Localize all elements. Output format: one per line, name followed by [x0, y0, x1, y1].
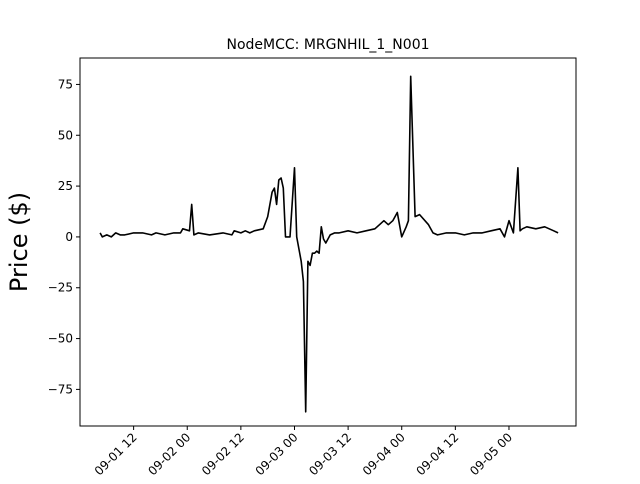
y-tick-label: −75	[48, 382, 73, 396]
x-tick-label: 09-03 00	[253, 430, 301, 478]
y-tick-label: 25	[58, 179, 73, 193]
y-tick-label: 75	[58, 77, 73, 91]
y-tick-label: −50	[48, 332, 73, 346]
x-tick-label: 09-02 12	[199, 430, 247, 478]
plot-area	[99, 75, 559, 413]
chart-title: NodeMCC: MRGNHIL_1_N001	[226, 37, 429, 53]
price-series-line	[99, 75, 559, 413]
x-axis: 09-01 12 09-02 00 09-02 12 09-03 00 09-03 12…	[92, 426, 515, 478]
x-tick-label: 09-01 12	[92, 430, 140, 478]
y-tick-label: 0	[65, 230, 73, 244]
y-tick-label: −25	[48, 281, 73, 295]
axes-frame	[79, 57, 577, 427]
x-tick-label: 09-03 12	[306, 430, 354, 478]
x-tick-label: 09-04 12	[413, 430, 461, 478]
x-tick-label: 09-04 00	[360, 430, 408, 478]
x-tick-label: 09-05 00	[467, 430, 515, 478]
y-tick-label: 50	[58, 128, 73, 142]
x-tick-label: 09-02 00	[145, 430, 193, 478]
y-axis: 75 50 25 0 −25 −50 −75	[48, 77, 80, 396]
y-axis-label: Price ($)	[5, 192, 33, 292]
